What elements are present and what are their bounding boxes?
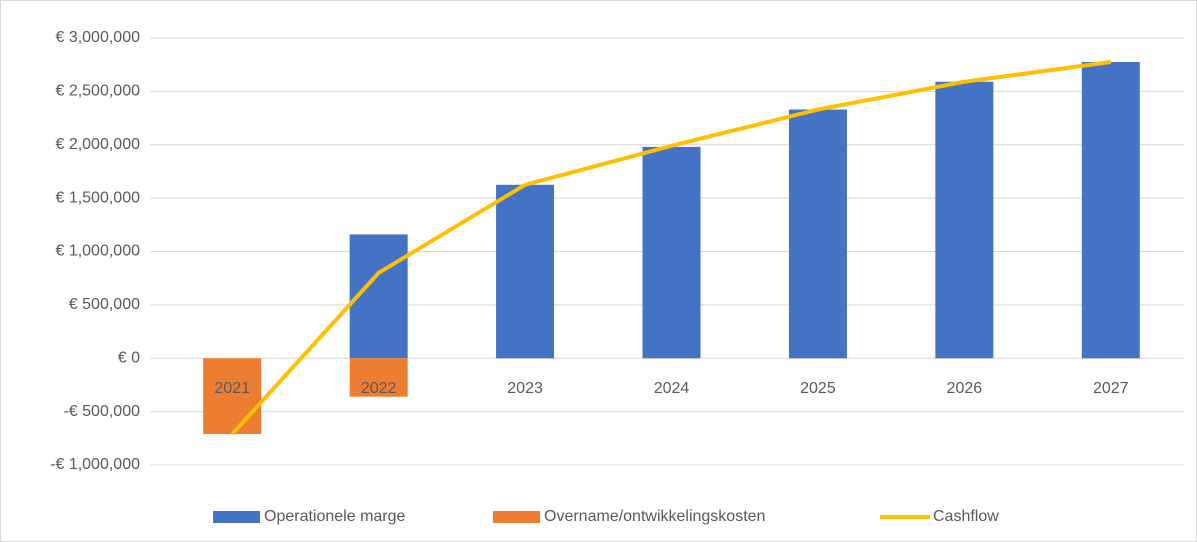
x-tick-label: 2022	[361, 380, 397, 397]
x-tick-label: 2027	[1093, 380, 1129, 397]
bar	[788, 109, 847, 359]
legend-swatch	[213, 511, 260, 523]
y-tick-label: € 500,000	[69, 296, 140, 313]
bar	[496, 184, 555, 359]
bar	[349, 358, 408, 397]
y-tick-label: € 1,500,000	[55, 189, 140, 206]
legend-label: Operationele marge	[264, 508, 406, 525]
bar	[1081, 62, 1140, 359]
x-tick-label: 2025	[800, 380, 836, 397]
y-tick-label: € 0	[118, 349, 140, 366]
x-tick-label: 2023	[507, 380, 543, 397]
bar	[203, 358, 262, 435]
legend-swatch	[493, 511, 540, 523]
legend-label: Overname/ontwikkelingskosten	[544, 508, 765, 525]
x-tick-label: 2021	[214, 380, 250, 397]
legend-label: Cashflow	[933, 508, 999, 525]
bar	[935, 81, 994, 359]
bar	[642, 146, 701, 359]
y-tick-label: -€ 500,000	[63, 403, 140, 420]
y-tick-label: € 2,500,000	[55, 83, 140, 100]
y-tick-label: € 2,000,000	[55, 136, 140, 153]
y-tick-label: € 1,000,000	[55, 243, 140, 260]
y-tick-label: -€ 1,000,000	[50, 456, 140, 473]
x-tick-label: 2026	[947, 380, 983, 397]
x-tick-label: 2024	[654, 380, 690, 397]
line	[230, 60, 1112, 436]
y-tick-label: € 3,000,000	[55, 29, 140, 46]
